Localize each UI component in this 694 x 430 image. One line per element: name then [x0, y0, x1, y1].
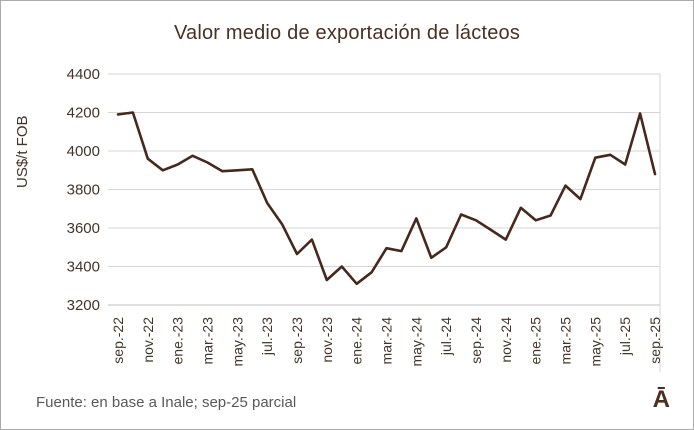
- y-tick-label: 3400: [67, 259, 100, 276]
- x-tick-label: ene.-24: [349, 317, 365, 365]
- source-note: Fuente: en base a Inale; sep-25 parcial: [36, 394, 297, 411]
- x-tick-label: nov.-22: [140, 317, 156, 363]
- x-tick-label: ene.-25: [528, 317, 544, 365]
- x-tick-label: jul.-24: [438, 317, 454, 356]
- x-tick-label: may.-23: [229, 317, 245, 367]
- x-tick-label: mar.-25: [558, 317, 574, 365]
- x-tick-label: sep.-25: [647, 317, 663, 364]
- y-tick-label: 3200: [67, 297, 100, 314]
- y-tick-label: 4000: [67, 143, 100, 160]
- x-tick-label: jul.-23: [259, 317, 275, 356]
- x-tick-label: mar.-24: [379, 317, 395, 365]
- x-tick-label: sep.-24: [468, 317, 484, 364]
- x-tick-label: sep.-22: [110, 317, 126, 364]
- y-tick-label: 4400: [67, 66, 100, 83]
- x-tick-label: nov.-24: [498, 317, 514, 363]
- brand-logo: Ā: [652, 386, 670, 413]
- x-tick-label: sep.-23: [289, 317, 305, 364]
- chart-title: Valor medio de exportación de lácteos: [173, 22, 521, 44]
- x-tick-label: may.-24: [408, 317, 424, 367]
- data-series-line: [116, 111, 657, 286]
- y-tick-label: 4200: [67, 105, 100, 122]
- x-tick-label: mar.-23: [200, 317, 216, 365]
- x-tick-label: ene.-23: [170, 317, 186, 365]
- x-tick-label: nov.-23: [319, 317, 335, 363]
- y-tick-label: 3800: [67, 182, 100, 199]
- y-tick-label: 3600: [67, 220, 100, 237]
- x-tick-label: may.-25: [587, 317, 603, 367]
- x-tick-label: jul.-25: [617, 317, 633, 356]
